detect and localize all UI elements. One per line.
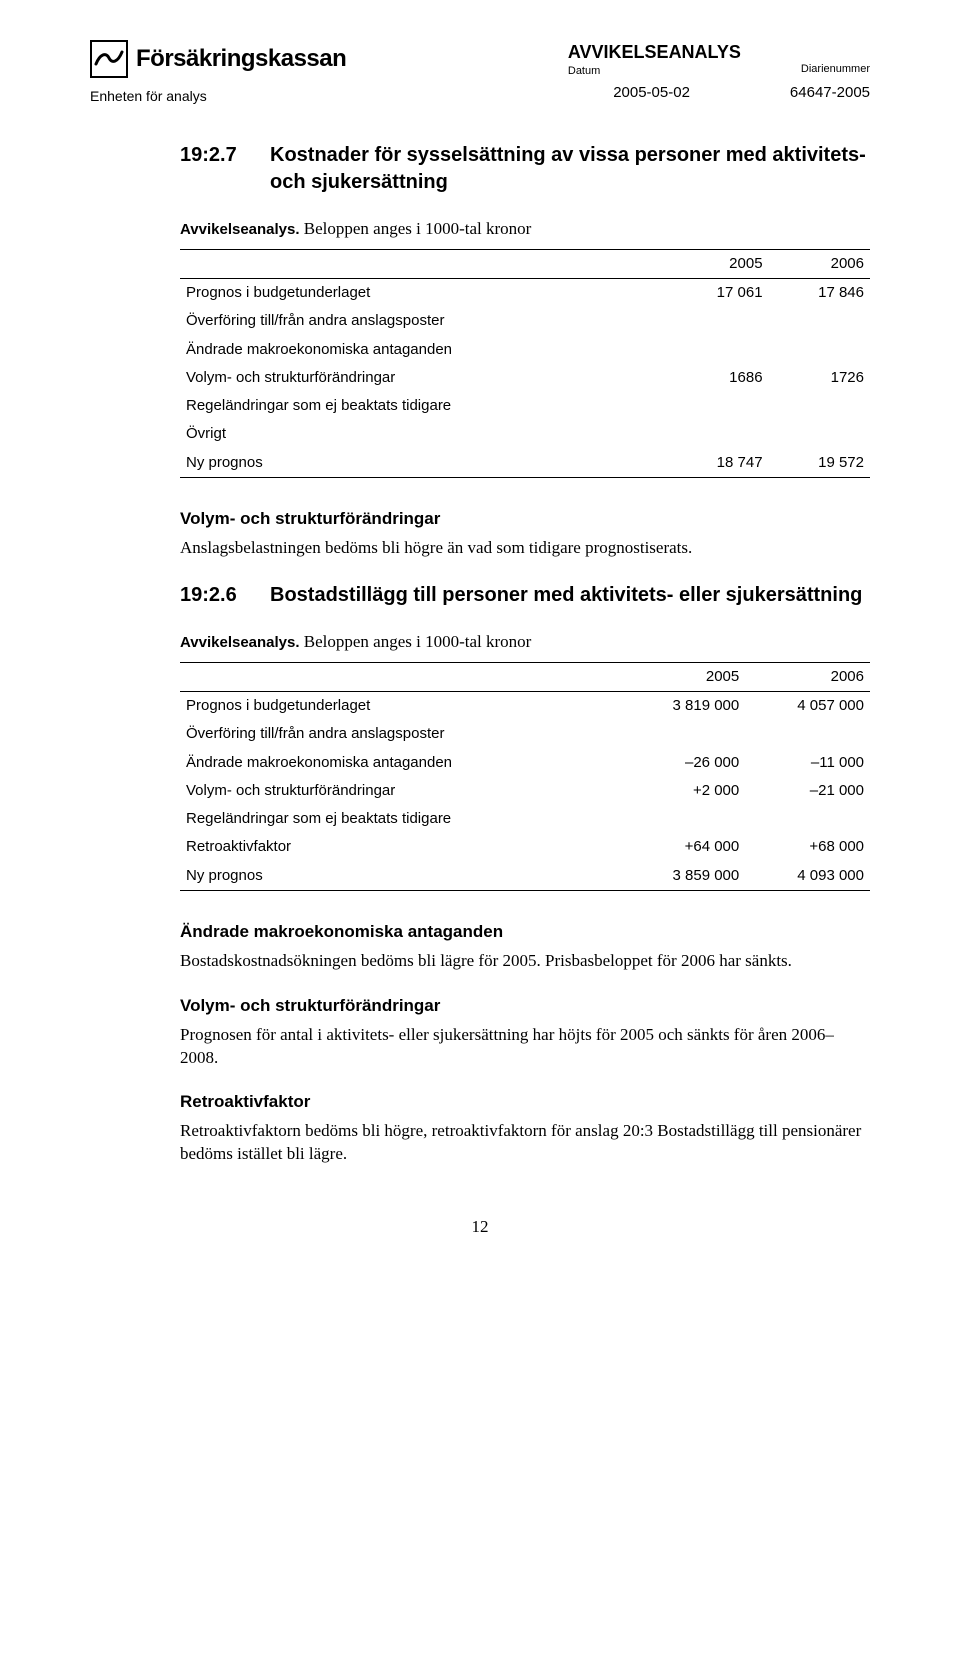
brand-name: Försäkringskassan [136, 43, 346, 75]
row-label: Prognos i budgetunderlaget [180, 692, 620, 721]
body-paragraph: Bostadskostnadsökningen bedöms bli lägre… [180, 950, 870, 973]
row-label: Prognos i budgetunderlaget [180, 279, 667, 308]
row-value: 19 572 [769, 449, 870, 478]
row-label: Övrigt [180, 420, 667, 448]
subsection-heading: Retroaktivfaktor [180, 1091, 870, 1114]
subsection-heading: Volym- och strukturförändringar [180, 995, 870, 1018]
section-number: 19:2.7 [180, 142, 270, 169]
row-value [769, 420, 870, 448]
subbrand: Enheten för analys [90, 87, 207, 106]
table-row: Överföring till/från andra anslagsposter [180, 307, 870, 335]
table-caption: Avvikelseanalys. Beloppen anges i 1000-t… [180, 631, 870, 654]
section-heading: 19:2.6 Bostadstillägg till personer med … [180, 582, 870, 609]
row-value [667, 420, 768, 448]
subsection-heading: Volym- och strukturförändringar [180, 508, 870, 531]
row-label: Ändrade makroekonomiska antaganden [180, 749, 620, 777]
row-label: Volym- och strukturförändringar [180, 364, 667, 392]
section-title: Kostnader för sysselsättning av vissa pe… [270, 142, 870, 196]
row-value [769, 392, 870, 420]
row-value [745, 805, 870, 833]
doc-type: AVVIKELSEANALYS [568, 40, 741, 64]
row-value [620, 805, 745, 833]
table-row: Prognos i budgetunderlaget3 819 0004 057… [180, 692, 870, 721]
table-row: Övrigt [180, 420, 870, 448]
row-value [667, 307, 768, 335]
row-value: +2 000 [620, 777, 745, 805]
table-row: Volym- och strukturförändringar+2 000–21… [180, 777, 870, 805]
section-heading: 19:2.7 Kostnader för sysselsättning av v… [180, 142, 870, 196]
table-col-header: 2006 [769, 249, 870, 278]
page-number: 12 [90, 1216, 870, 1239]
header-row-2: Enheten för analys 2005-05-02 64647-2005 [90, 83, 870, 106]
date-label: Datum [568, 64, 741, 79]
row-value: 4 093 000 [745, 862, 870, 891]
row-value [667, 392, 768, 420]
row-label: Volym- och strukturförändringar [180, 777, 620, 805]
table-row: Volym- och strukturförändringar16861726 [180, 364, 870, 392]
table-row: Regeländringar som ej beaktats tidigare [180, 805, 870, 833]
header-meta: AVVIKELSEANALYS Datum Diarienummer [568, 40, 870, 79]
row-value: +68 000 [745, 833, 870, 861]
table-row: Ny prognos18 74719 572 [180, 449, 870, 478]
table-caption: Avvikelseanalys. Beloppen anges i 1000-t… [180, 218, 870, 241]
row-label: Överföring till/från andra anslagsposter [180, 307, 667, 335]
document-header: Försäkringskassan AVVIKELSEANALYS Datum … [90, 40, 870, 79]
row-value: 17 846 [769, 279, 870, 308]
table-row: Ändrade makroekonomiska antaganden [180, 336, 870, 364]
row-value: 1686 [667, 364, 768, 392]
table-row: Prognos i budgetunderlaget17 06117 846 [180, 279, 870, 308]
body-paragraph: Prognosen för antal i aktivitets- eller … [180, 1024, 870, 1070]
table-row: Retroaktivfaktor+64 000+68 000 [180, 833, 870, 861]
row-value: +64 000 [620, 833, 745, 861]
table-row: Överföring till/från andra anslagsposter [180, 720, 870, 748]
body-paragraph: Anslagsbelastningen bedöms bli högre än … [180, 537, 870, 560]
logo-icon [90, 40, 128, 78]
row-label: Regeländringar som ej beaktats tidigare [180, 392, 667, 420]
section-title: Bostadstillägg till personer med aktivit… [270, 582, 870, 609]
row-value: 4 057 000 [745, 692, 870, 721]
ref-value: 64647-2005 [790, 83, 870, 106]
data-table-1: 2005 2006 Prognos i budgetunderlaget17 0… [180, 249, 870, 478]
content: 19:2.7 Kostnader för sysselsättning av v… [180, 142, 870, 1166]
row-value [769, 307, 870, 335]
row-value: –11 000 [745, 749, 870, 777]
row-value [745, 720, 870, 748]
row-value: 18 747 [667, 449, 768, 478]
row-value [769, 336, 870, 364]
data-table-2: 2005 2006 Prognos i budgetunderlaget3 81… [180, 662, 870, 891]
row-label: Överföring till/från andra anslagsposter [180, 720, 620, 748]
row-label: Ny prognos [180, 862, 620, 891]
table-col-header: 2006 [745, 662, 870, 691]
table-row: Ny prognos3 859 0004 093 000 [180, 862, 870, 891]
row-label: Retroaktivfaktor [180, 833, 620, 861]
row-label: Ny prognos [180, 449, 667, 478]
row-label: Regeländringar som ej beaktats tidigare [180, 805, 620, 833]
row-label: Ändrade makroekonomiska antaganden [180, 336, 667, 364]
section-number: 19:2.6 [180, 582, 270, 609]
body-paragraph: Retroaktivfaktorn bedöms bli högre, retr… [180, 1120, 870, 1166]
table-row: Regeländringar som ej beaktats tidigare [180, 392, 870, 420]
row-value: –26 000 [620, 749, 745, 777]
brand-block: Försäkringskassan [90, 40, 346, 78]
row-value: 3 819 000 [620, 692, 745, 721]
row-value [667, 336, 768, 364]
table-col-header: 2005 [667, 249, 768, 278]
row-value: –21 000 [745, 777, 870, 805]
table-col-header: 2005 [620, 662, 745, 691]
subsection-heading: Ändrade makroekonomiska antaganden [180, 921, 870, 944]
row-value: 1726 [769, 364, 870, 392]
ref-label: Diarienummer [801, 62, 870, 77]
date-value: 2005-05-02 [613, 83, 690, 106]
table-row: Ändrade makroekonomiska antaganden–26 00… [180, 749, 870, 777]
row-value: 3 859 000 [620, 862, 745, 891]
row-value [620, 720, 745, 748]
row-value: 17 061 [667, 279, 768, 308]
